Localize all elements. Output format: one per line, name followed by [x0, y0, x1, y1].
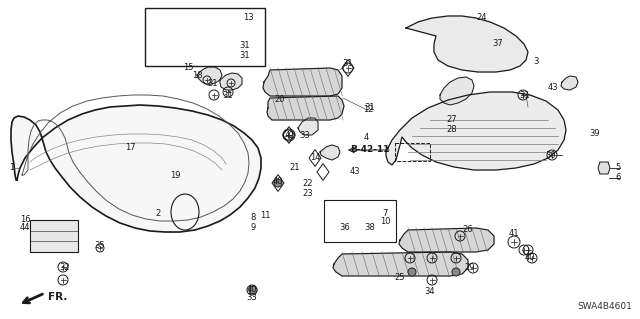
- Text: 19: 19: [170, 170, 180, 180]
- Text: 1: 1: [10, 164, 15, 173]
- Text: 22: 22: [303, 179, 313, 188]
- Bar: [145, 8, 265, 66]
- Text: 4: 4: [364, 133, 369, 143]
- Text: 8: 8: [250, 213, 256, 222]
- Text: 39: 39: [589, 129, 600, 137]
- Circle shape: [452, 268, 460, 276]
- Text: 36: 36: [340, 222, 350, 232]
- Polygon shape: [11, 105, 261, 232]
- Polygon shape: [386, 92, 566, 170]
- Text: 23: 23: [303, 189, 314, 197]
- Text: 17: 17: [125, 144, 135, 152]
- Bar: [395, 143, 430, 161]
- Text: 34: 34: [425, 287, 435, 296]
- Text: 5: 5: [616, 164, 621, 173]
- Text: 31: 31: [223, 91, 234, 100]
- Text: 7: 7: [382, 209, 388, 218]
- Text: 6: 6: [615, 174, 621, 182]
- Polygon shape: [320, 145, 340, 160]
- Text: 40: 40: [525, 254, 535, 263]
- Polygon shape: [440, 77, 474, 105]
- Polygon shape: [333, 252, 468, 276]
- Text: 40: 40: [273, 177, 284, 187]
- Text: B-42-11: B-42-11: [350, 145, 390, 154]
- Text: 14: 14: [310, 153, 320, 162]
- Text: FR.: FR.: [48, 292, 67, 302]
- Polygon shape: [399, 228, 494, 252]
- Polygon shape: [298, 118, 318, 135]
- Polygon shape: [263, 68, 342, 96]
- Text: 32: 32: [60, 263, 70, 272]
- Text: 44: 44: [20, 224, 30, 233]
- Text: 28: 28: [447, 125, 458, 135]
- Text: 43: 43: [349, 167, 360, 176]
- Text: 31: 31: [365, 103, 375, 113]
- Text: 42: 42: [285, 130, 295, 139]
- Circle shape: [249, 286, 257, 294]
- Text: 31: 31: [520, 91, 531, 100]
- Text: 3: 3: [533, 57, 539, 66]
- Circle shape: [274, 179, 282, 187]
- Text: 30: 30: [546, 151, 556, 160]
- Polygon shape: [406, 16, 528, 72]
- Text: 27: 27: [447, 115, 458, 124]
- Text: 38: 38: [365, 222, 376, 232]
- Text: 31: 31: [342, 58, 353, 68]
- Text: 24: 24: [477, 13, 487, 23]
- Text: 35: 35: [95, 241, 106, 249]
- Text: 18: 18: [192, 70, 202, 79]
- Bar: [324, 200, 396, 242]
- Polygon shape: [267, 96, 344, 120]
- Text: 31: 31: [240, 41, 250, 49]
- Text: 31: 31: [240, 50, 250, 60]
- Bar: [30, 220, 78, 252]
- Polygon shape: [150, 36, 224, 56]
- Text: 10: 10: [380, 218, 390, 226]
- Polygon shape: [197, 67, 222, 85]
- Text: 20: 20: [275, 95, 285, 105]
- Polygon shape: [561, 76, 578, 90]
- Text: 29: 29: [465, 263, 476, 272]
- Polygon shape: [598, 162, 610, 174]
- Text: 11: 11: [260, 211, 270, 219]
- Text: 33: 33: [246, 293, 257, 302]
- Text: 40: 40: [247, 286, 257, 294]
- Text: 43: 43: [548, 84, 558, 93]
- Text: 41: 41: [509, 228, 519, 238]
- Text: 12: 12: [363, 106, 373, 115]
- Text: 31: 31: [208, 78, 218, 87]
- Text: 33: 33: [300, 130, 310, 139]
- Text: 25: 25: [395, 273, 405, 283]
- Text: 26: 26: [463, 226, 474, 234]
- Text: 16: 16: [20, 216, 30, 225]
- Text: 15: 15: [183, 63, 193, 71]
- Text: 13: 13: [243, 13, 253, 23]
- Text: SWA4B4601: SWA4B4601: [577, 302, 632, 311]
- Polygon shape: [220, 73, 242, 90]
- Text: 21: 21: [290, 164, 300, 173]
- Text: 37: 37: [493, 39, 504, 48]
- Text: 2: 2: [156, 209, 161, 218]
- Circle shape: [408, 268, 416, 276]
- Text: 9: 9: [250, 224, 255, 233]
